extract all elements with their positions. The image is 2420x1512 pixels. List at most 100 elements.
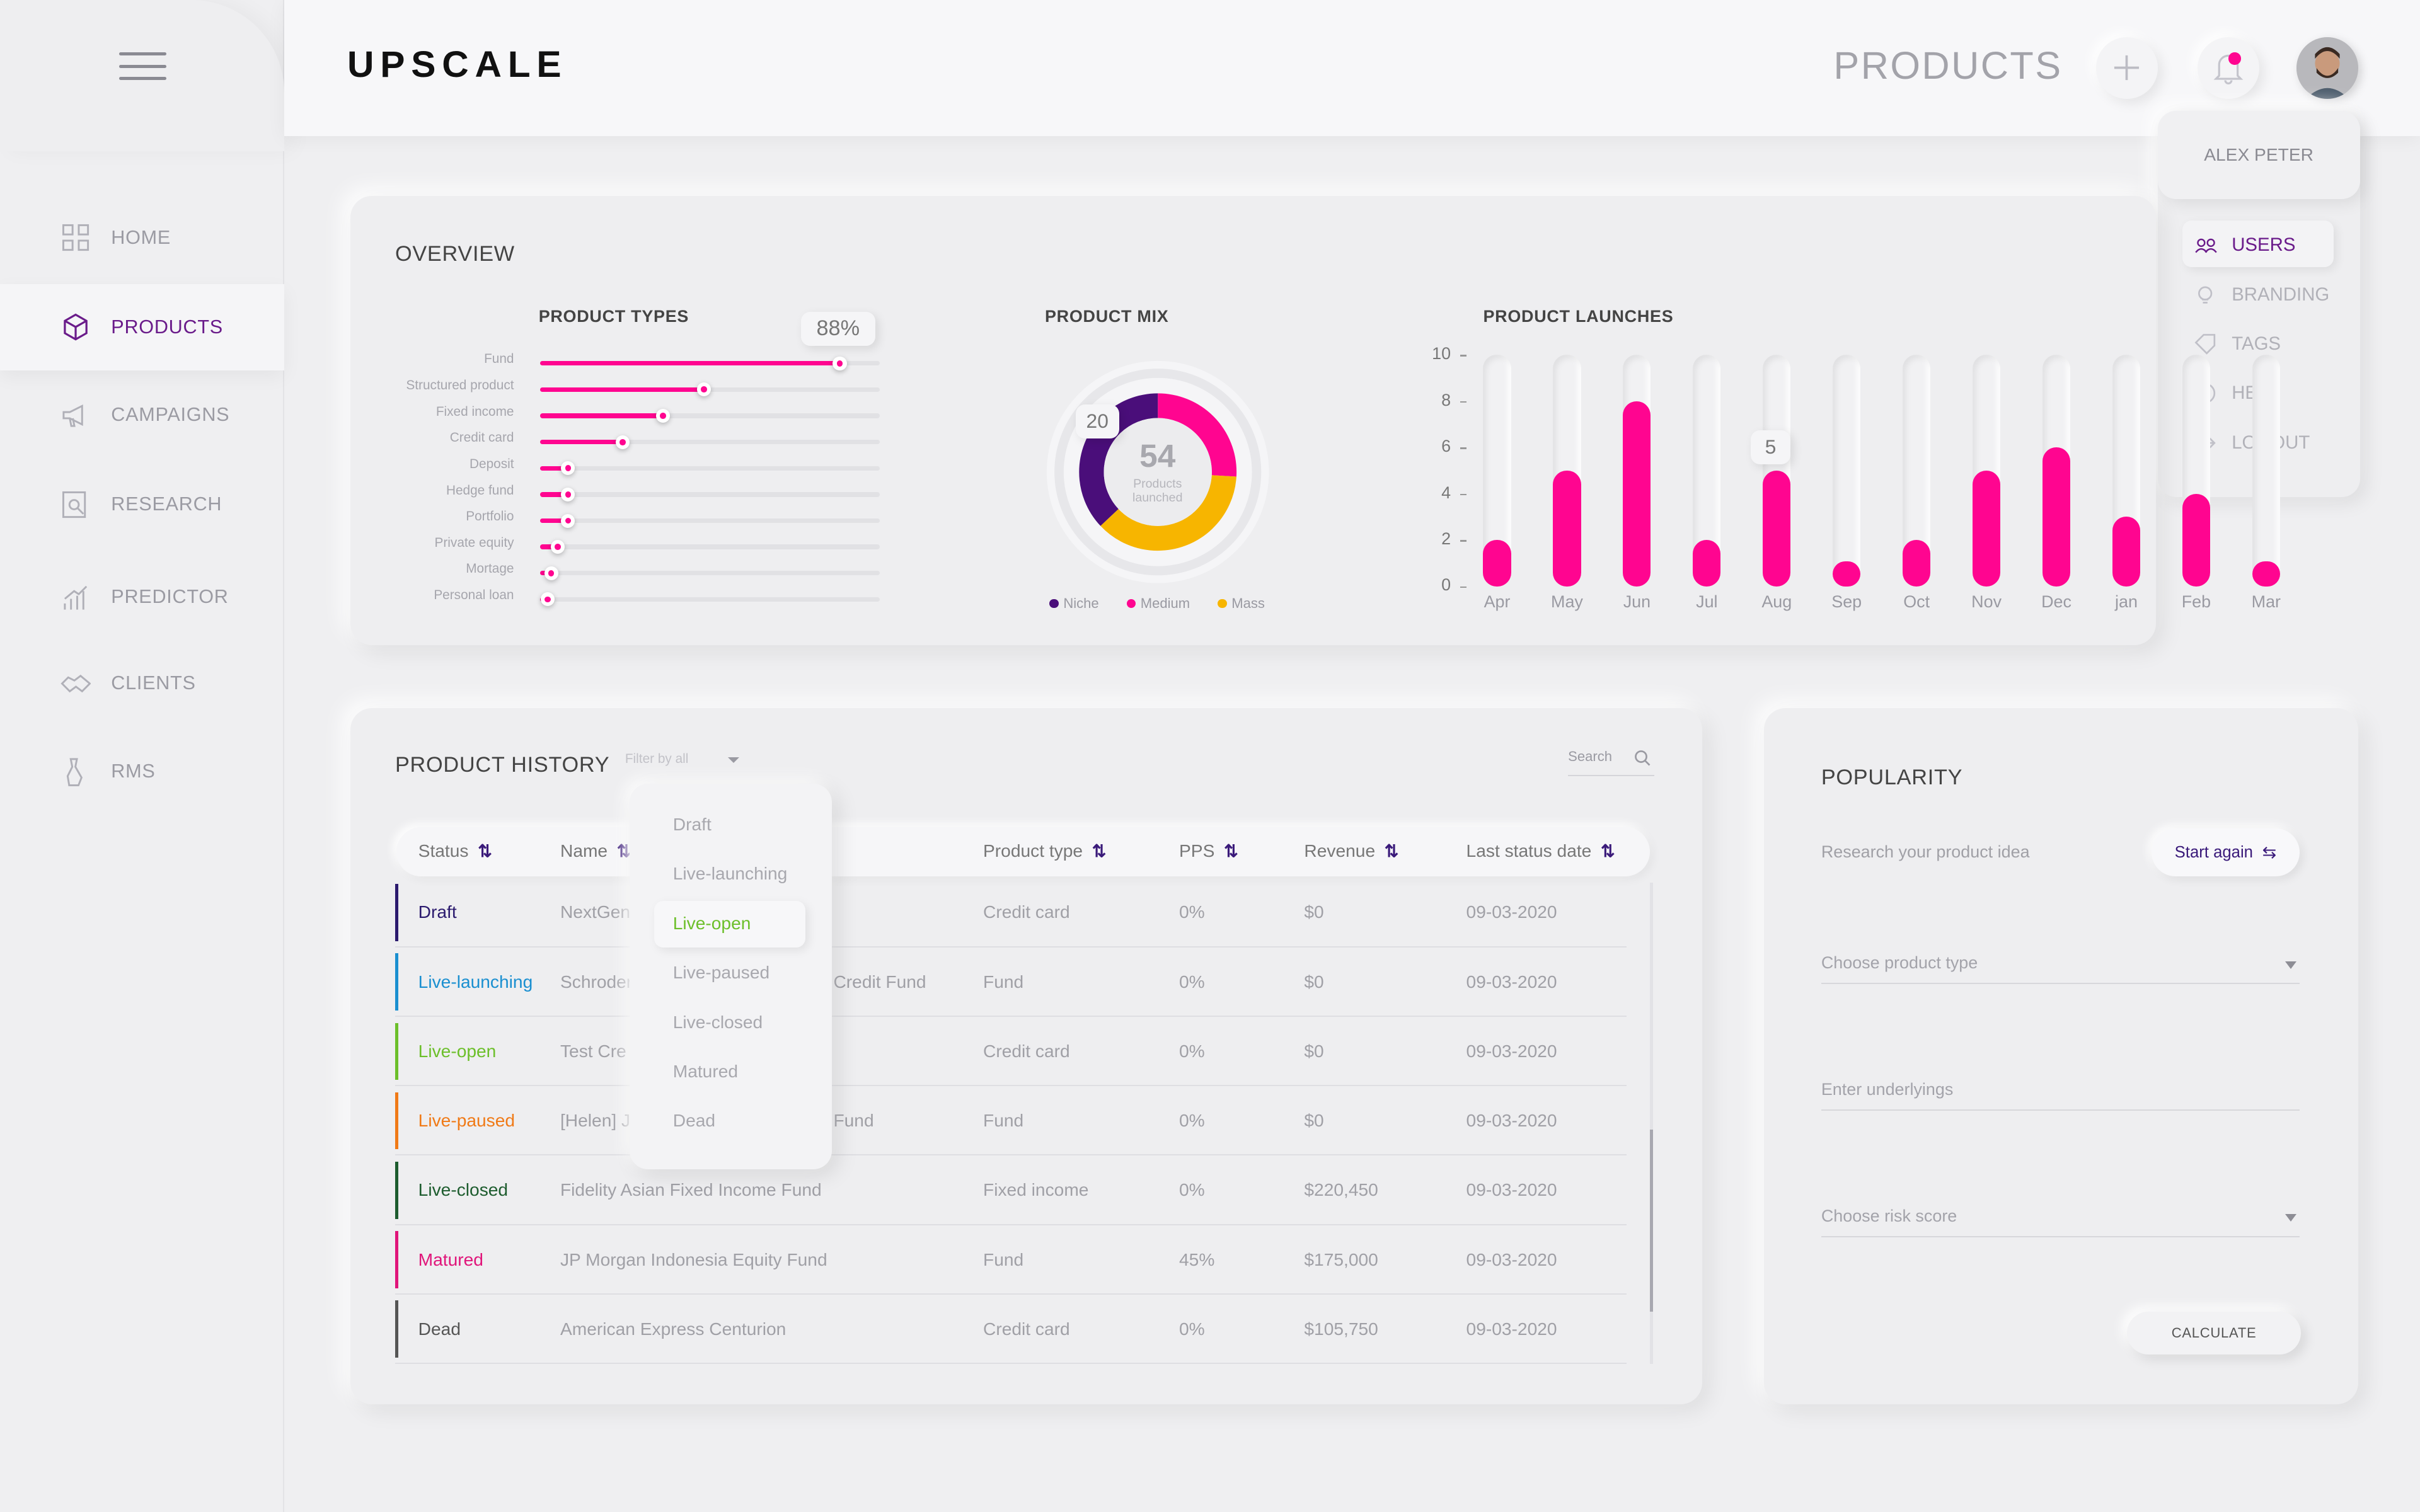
- slider-fill: [540, 439, 622, 445]
- product-type-slider[interactable]: [540, 592, 880, 607]
- slider-knob[interactable]: [541, 592, 555, 607]
- bar-sep[interactable]: [1833, 561, 1861, 587]
- col-revenue[interactable]: Revenue ⇅: [1304, 840, 1399, 861]
- product-type-slider[interactable]: [540, 435, 880, 449]
- calculate-button[interactable]: CALCULATE: [2126, 1311, 2302, 1355]
- product-types-tooltip: 88%: [801, 311, 875, 346]
- slider-knob[interactable]: [561, 513, 575, 528]
- product-type-slider[interactable]: [540, 408, 880, 423]
- status-option-matured[interactable]: Matured: [672, 1061, 739, 1081]
- product-mix-title: PRODUCT MIX: [1044, 307, 1169, 326]
- table-row[interactable]: Live-closed Fidelity Asian Fixed Income F…: [395, 1155, 1627, 1225]
- nav-item-clients[interactable]: CLIENTS: [0, 640, 284, 726]
- bar-dec[interactable]: [2043, 447, 2071, 587]
- col-last-status-date[interactable]: Last status date ⇅: [1466, 840, 1615, 861]
- y-tick-label: 10: [1432, 344, 1451, 364]
- nav-item-products[interactable]: PRODUCTS: [0, 284, 284, 370]
- bar-apr[interactable]: [1483, 540, 1511, 587]
- revenue-cell: $175,000: [1304, 1249, 1378, 1269]
- bar-jan[interactable]: [2112, 517, 2141, 587]
- table-row[interactable]: Draft NextGen Credit card 0% $0 09-03-2020: [395, 878, 1627, 948]
- start-again-button[interactable]: Start again ⇆: [2151, 828, 2300, 877]
- status-option-live-open[interactable]: Live-open: [672, 913, 751, 933]
- slider-fill: [540, 518, 568, 524]
- table-header: [396, 827, 1650, 877]
- bar-may[interactable]: [1553, 470, 1581, 587]
- table-row[interactable]: Live-open Test Cre Credit card 0% $0 09-03-20…: [395, 1017, 1627, 1087]
- donut-tooltip: 20: [1075, 404, 1119, 438]
- product-type-slider[interactable]: [540, 382, 880, 397]
- date-cell: 09-03-2020: [1466, 971, 1557, 992]
- y-tick-mark: [1460, 586, 1466, 588]
- nav-item-home[interactable]: HOME: [0, 195, 284, 281]
- status-filter-menu: [630, 784, 832, 1170]
- slider-knob[interactable]: [833, 356, 847, 370]
- status-option-live-closed[interactable]: Live-closed: [672, 1012, 763, 1032]
- slider-knob[interactable]: [551, 540, 565, 554]
- product-type-label: Structured product: [406, 378, 514, 392]
- user-avatar[interactable]: [2296, 37, 2359, 99]
- x-tick-label: Sep: [1831, 592, 1862, 612]
- bar-jul[interactable]: [1693, 540, 1721, 587]
- bar-mar[interactable]: [2252, 561, 2280, 587]
- bar-nov[interactable]: [1973, 470, 2001, 587]
- product-type-slider[interactable]: [540, 566, 880, 580]
- status-option-dead[interactable]: Dead: [672, 1111, 716, 1131]
- table-scrollbar-track: [1649, 882, 1653, 1364]
- revenue-cell: $0: [1304, 971, 1324, 992]
- bar-feb[interactable]: [2182, 493, 2210, 587]
- bar-oct[interactable]: [1903, 540, 1931, 587]
- hamburger-menu-icon[interactable]: [108, 43, 177, 89]
- risk-score-select[interactable]: Choose risk score: [1821, 1206, 2300, 1238]
- underlyings-input[interactable]: Enter underlyings: [1821, 1080, 2300, 1111]
- slider-knob[interactable]: [656, 408, 671, 423]
- status-option-draft[interactable]: Draft: [672, 815, 712, 835]
- slider-knob[interactable]: [544, 566, 558, 580]
- col-name[interactable]: Name ⇅: [560, 840, 631, 861]
- product-type-cell: Fund: [983, 971, 1024, 992]
- table-row[interactable]: Dead American Express Centurion Credit car…: [395, 1295, 1627, 1364]
- nav-item-predictor[interactable]: PREDICTOR: [0, 554, 284, 640]
- nav-item-rms[interactable]: RMS: [0, 728, 284, 815]
- product-type-slider[interactable]: [540, 356, 880, 370]
- bar-track: [1623, 355, 1651, 587]
- search-input[interactable]: Search: [1568, 748, 1655, 776]
- slider-knob[interactable]: [561, 487, 575, 501]
- bar-track: [2252, 355, 2280, 587]
- slider-knob[interactable]: [615, 435, 630, 449]
- nav-item-campaigns[interactable]: CAMPAIGNS: [0, 372, 284, 458]
- table-row[interactable]: Live-launching Schroder Credit Fund Fund 0% $…: [395, 948, 1627, 1017]
- bar-jun[interactable]: [1623, 401, 1651, 587]
- product-type-slider[interactable]: [540, 487, 880, 501]
- status-option-highlight: [654, 901, 806, 948]
- slider-knob[interactable]: [561, 461, 575, 476]
- product-type-select[interactable]: Choose product type: [1821, 953, 2300, 985]
- filter-dropdown[interactable]: Filter by all: [625, 752, 742, 773]
- donut-center-value: 54: [1139, 437, 1176, 474]
- bar-aug[interactable]: [1763, 470, 1791, 587]
- status-option-live-launching[interactable]: Live-launching: [672, 864, 788, 884]
- table-scrollbar-thumb[interactable]: [1649, 1129, 1653, 1312]
- add-button[interactable]: [2095, 37, 2158, 99]
- notifications-button[interactable]: [2198, 37, 2260, 99]
- menu-item-users[interactable]: USERS: [2194, 228, 2341, 262]
- table-row[interactable]: Matured JP Morgan Indonesia Equity Fund Fu…: [395, 1225, 1627, 1295]
- menu-item-tags[interactable]: TAGS: [2194, 327, 2341, 361]
- y-tick-label: 6: [1441, 437, 1451, 456]
- table-row[interactable]: Live-paused [Helen] Ji Fund Fund 0% $0 09-03-2…: [395, 1086, 1627, 1156]
- col-product-type[interactable]: Product type ⇅: [983, 840, 1107, 861]
- product-type-label: Portfolio: [466, 509, 514, 524]
- product-type-slider[interactable]: [540, 461, 880, 476]
- nav-item-research[interactable]: RESEARCH: [0, 461, 284, 547]
- slider-knob[interactable]: [696, 382, 711, 397]
- slider-fill: [540, 466, 568, 471]
- menu-item-branding[interactable]: BRANDING: [2194, 278, 2341, 312]
- product-type-slider[interactable]: [540, 513, 880, 528]
- product-type-label: Personal loan: [434, 588, 514, 603]
- status-option-live-paused[interactable]: Live-paused: [672, 963, 770, 983]
- col-pps[interactable]: PPS ⇅: [1179, 840, 1238, 861]
- nav-label: HOME: [111, 226, 171, 248]
- col-status[interactable]: Status ⇅: [418, 840, 492, 861]
- popularity-title: POPULARITY: [1821, 765, 1963, 789]
- product-type-slider[interactable]: [540, 540, 880, 554]
